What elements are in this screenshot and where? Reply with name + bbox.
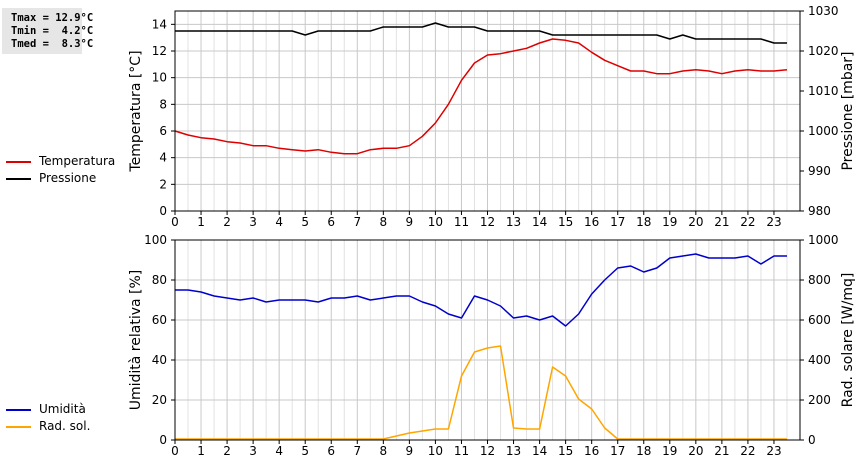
chart2-yright-tick-label: 400 — [808, 353, 831, 367]
legend-swatch-pressione — [6, 178, 31, 180]
chart2-yleft-tick-label: 0 — [159, 433, 167, 447]
chart2-yright-tick-label: 600 — [808, 313, 831, 327]
chart2-x-tick-label: 0 — [171, 444, 179, 458]
chart1-yleft-tick-label: 6 — [159, 124, 167, 138]
chart1-x-tick-label: 18 — [636, 215, 651, 229]
chart1-x-tick-label: 11 — [454, 215, 469, 229]
chart2-x-tick-label: 14 — [532, 444, 547, 458]
chart1-x-tick-label: 16 — [584, 215, 599, 229]
chart1-yleft-tick-label: 4 — [159, 151, 167, 165]
chart1-yleft-tick-label: 12 — [152, 44, 167, 58]
chart2-x-tick-label: 10 — [428, 444, 443, 458]
chart1-yleft-tick-label: 0 — [159, 204, 167, 218]
chart2-x-tick-label: 7 — [353, 444, 361, 458]
legend-label-pressione: Pressione — [39, 171, 97, 185]
chart1-x-tick-label: 14 — [532, 215, 547, 229]
chart2-x-tick-label: 15 — [558, 444, 573, 458]
chart2-x-tick-label: 2 — [223, 444, 231, 458]
chart1-x-tick-label: 9 — [406, 215, 414, 229]
chart1-x-tick-label: 23 — [766, 215, 781, 229]
legend-swatch-umidita — [6, 409, 31, 411]
chart1-yright-title: Pressione [mbar] — [840, 51, 856, 170]
chart2-x-tick-label: 23 — [766, 444, 781, 458]
legend-label-umidita: Umidità — [39, 402, 86, 416]
chart1-yright-tick-label: 1000 — [808, 124, 839, 138]
chart1-yleft-title: Temperatura [°C] — [128, 50, 144, 172]
chart1-x-tick-label: 2 — [223, 215, 231, 229]
chart2-x-tick-label: 11 — [454, 444, 469, 458]
chart1-x-tick-label: 19 — [662, 215, 677, 229]
legend-swatch-temperatura — [6, 161, 31, 163]
chart1-x-tick-label: 13 — [506, 215, 521, 229]
chart2-x-tick-label: 5 — [301, 444, 309, 458]
chart2-x-tick-label: 22 — [740, 444, 755, 458]
chart2-yright-tick-label: 800 — [808, 273, 831, 287]
chart1-x-tick-label: 0 — [171, 215, 179, 229]
tmin-text: Tmin = 4.2°C — [11, 25, 94, 37]
chart2-x-tick-label: 16 — [584, 444, 599, 458]
chart2-x-tick-label: 13 — [506, 444, 521, 458]
chart1-x-tick-label: 7 — [353, 215, 361, 229]
legend-label-temperatura: Temperatura — [39, 154, 116, 168]
chart1-x-tick-label: 21 — [714, 215, 729, 229]
chart1-x-tick-label: 10 — [428, 215, 443, 229]
chart1-yright-tick-label: 1030 — [808, 4, 839, 18]
chart2-yleft-tick-label: 100 — [144, 233, 167, 247]
chart1-x-tick-label: 12 — [480, 215, 495, 229]
chart1-series-temperatura — [174, 38, 788, 155]
chart1-x-tick-label: 5 — [301, 215, 309, 229]
chart2-group: 0 1 2 3 4 5 6 7 8 9 10 11 12 13 14 15 16 17 18 19 20 21 22 2302… — [128, 233, 856, 458]
chart2-x-tick-label: 21 — [714, 444, 729, 458]
chart2-x-tick-label: 8 — [380, 444, 388, 458]
chart2-yleft-tick-label: 20 — [152, 393, 167, 407]
legend-label-radsol: Rad. sol. — [39, 419, 91, 433]
chart1-yright-tick-label: 1010 — [808, 84, 839, 98]
chart1-x-tick-label: 6 — [327, 215, 335, 229]
chart1-yleft-tick-label: 2 — [159, 177, 167, 191]
chart2-yright-title: Rad. solare [W/mq] — [840, 273, 856, 408]
chart2-x-tick-label: 18 — [636, 444, 651, 458]
chart1-yright-tick-label: 980 — [808, 204, 831, 218]
chart2-series-rad-sol — [175, 345, 787, 440]
chart2-yleft-title: Umidità relativa [%] — [128, 270, 144, 411]
chart2-series-umidit — [175, 253, 787, 327]
chart2-x-tick-label: 9 — [406, 444, 414, 458]
chart2-x-tick-label: 4 — [275, 444, 283, 458]
chart1-x-tick-label: 4 — [275, 215, 283, 229]
chart1-yleft-tick-label: 14 — [152, 17, 167, 31]
chart2-yleft-tick-label: 60 — [152, 313, 167, 327]
tmed-text: Tmed = 8.3°C — [11, 38, 94, 50]
chart1-yleft-tick-label: 10 — [152, 71, 167, 85]
chart1-x-tick-label: 22 — [740, 215, 755, 229]
chart2-yleft-tick-label: 80 — [152, 273, 167, 287]
tmax-text: Tmax = 12.9°C — [11, 12, 94, 24]
chart2-x-tick-label: 3 — [249, 444, 257, 458]
chart2-x-tick-label: 12 — [480, 444, 495, 458]
chart1-x-tick-label: 17 — [610, 215, 625, 229]
legend-swatch-radsol — [6, 426, 31, 428]
chart2-x-tick-label: 17 — [610, 444, 625, 458]
chart2-yright-tick-label: 0 — [808, 433, 816, 447]
chart1-group: 0 1 2 3 4 5 6 7 8 9 10 11 12 13 14 15 16 17 18 19 20 21 22 2302… — [128, 4, 856, 229]
chart2-x-tick-label: 1 — [197, 444, 205, 458]
chart1-x-tick-label: 20 — [688, 215, 703, 229]
chart2-x-tick-label: 19 — [662, 444, 677, 458]
chart1-x-tick-label: 15 — [558, 215, 573, 229]
chart2-x-tick-label: 6 — [327, 444, 335, 458]
chart2-x-tick-label: 20 — [688, 444, 703, 458]
chart1-yright-tick-label: 990 — [808, 164, 831, 178]
chart1-yright-tick-label: 1020 — [808, 44, 839, 58]
temperature-stats-box: Tmax = 12.9°C Tmin = 4.2°C Tmed = 8.3°C — [2, 8, 93, 54]
chart1-x-tick-label: 3 — [249, 215, 257, 229]
chart2-yright-tick-label: 1000 — [808, 233, 839, 247]
chart2-yleft-tick-label: 40 — [152, 353, 167, 367]
chart2-yright-tick-label: 200 — [808, 393, 831, 407]
chart1-series-pressione — [175, 22, 787, 44]
chart1-x-tick-label: 1 — [197, 215, 205, 229]
chart1-x-tick-label: 8 — [380, 215, 388, 229]
chart1-yleft-tick-label: 8 — [159, 97, 167, 111]
